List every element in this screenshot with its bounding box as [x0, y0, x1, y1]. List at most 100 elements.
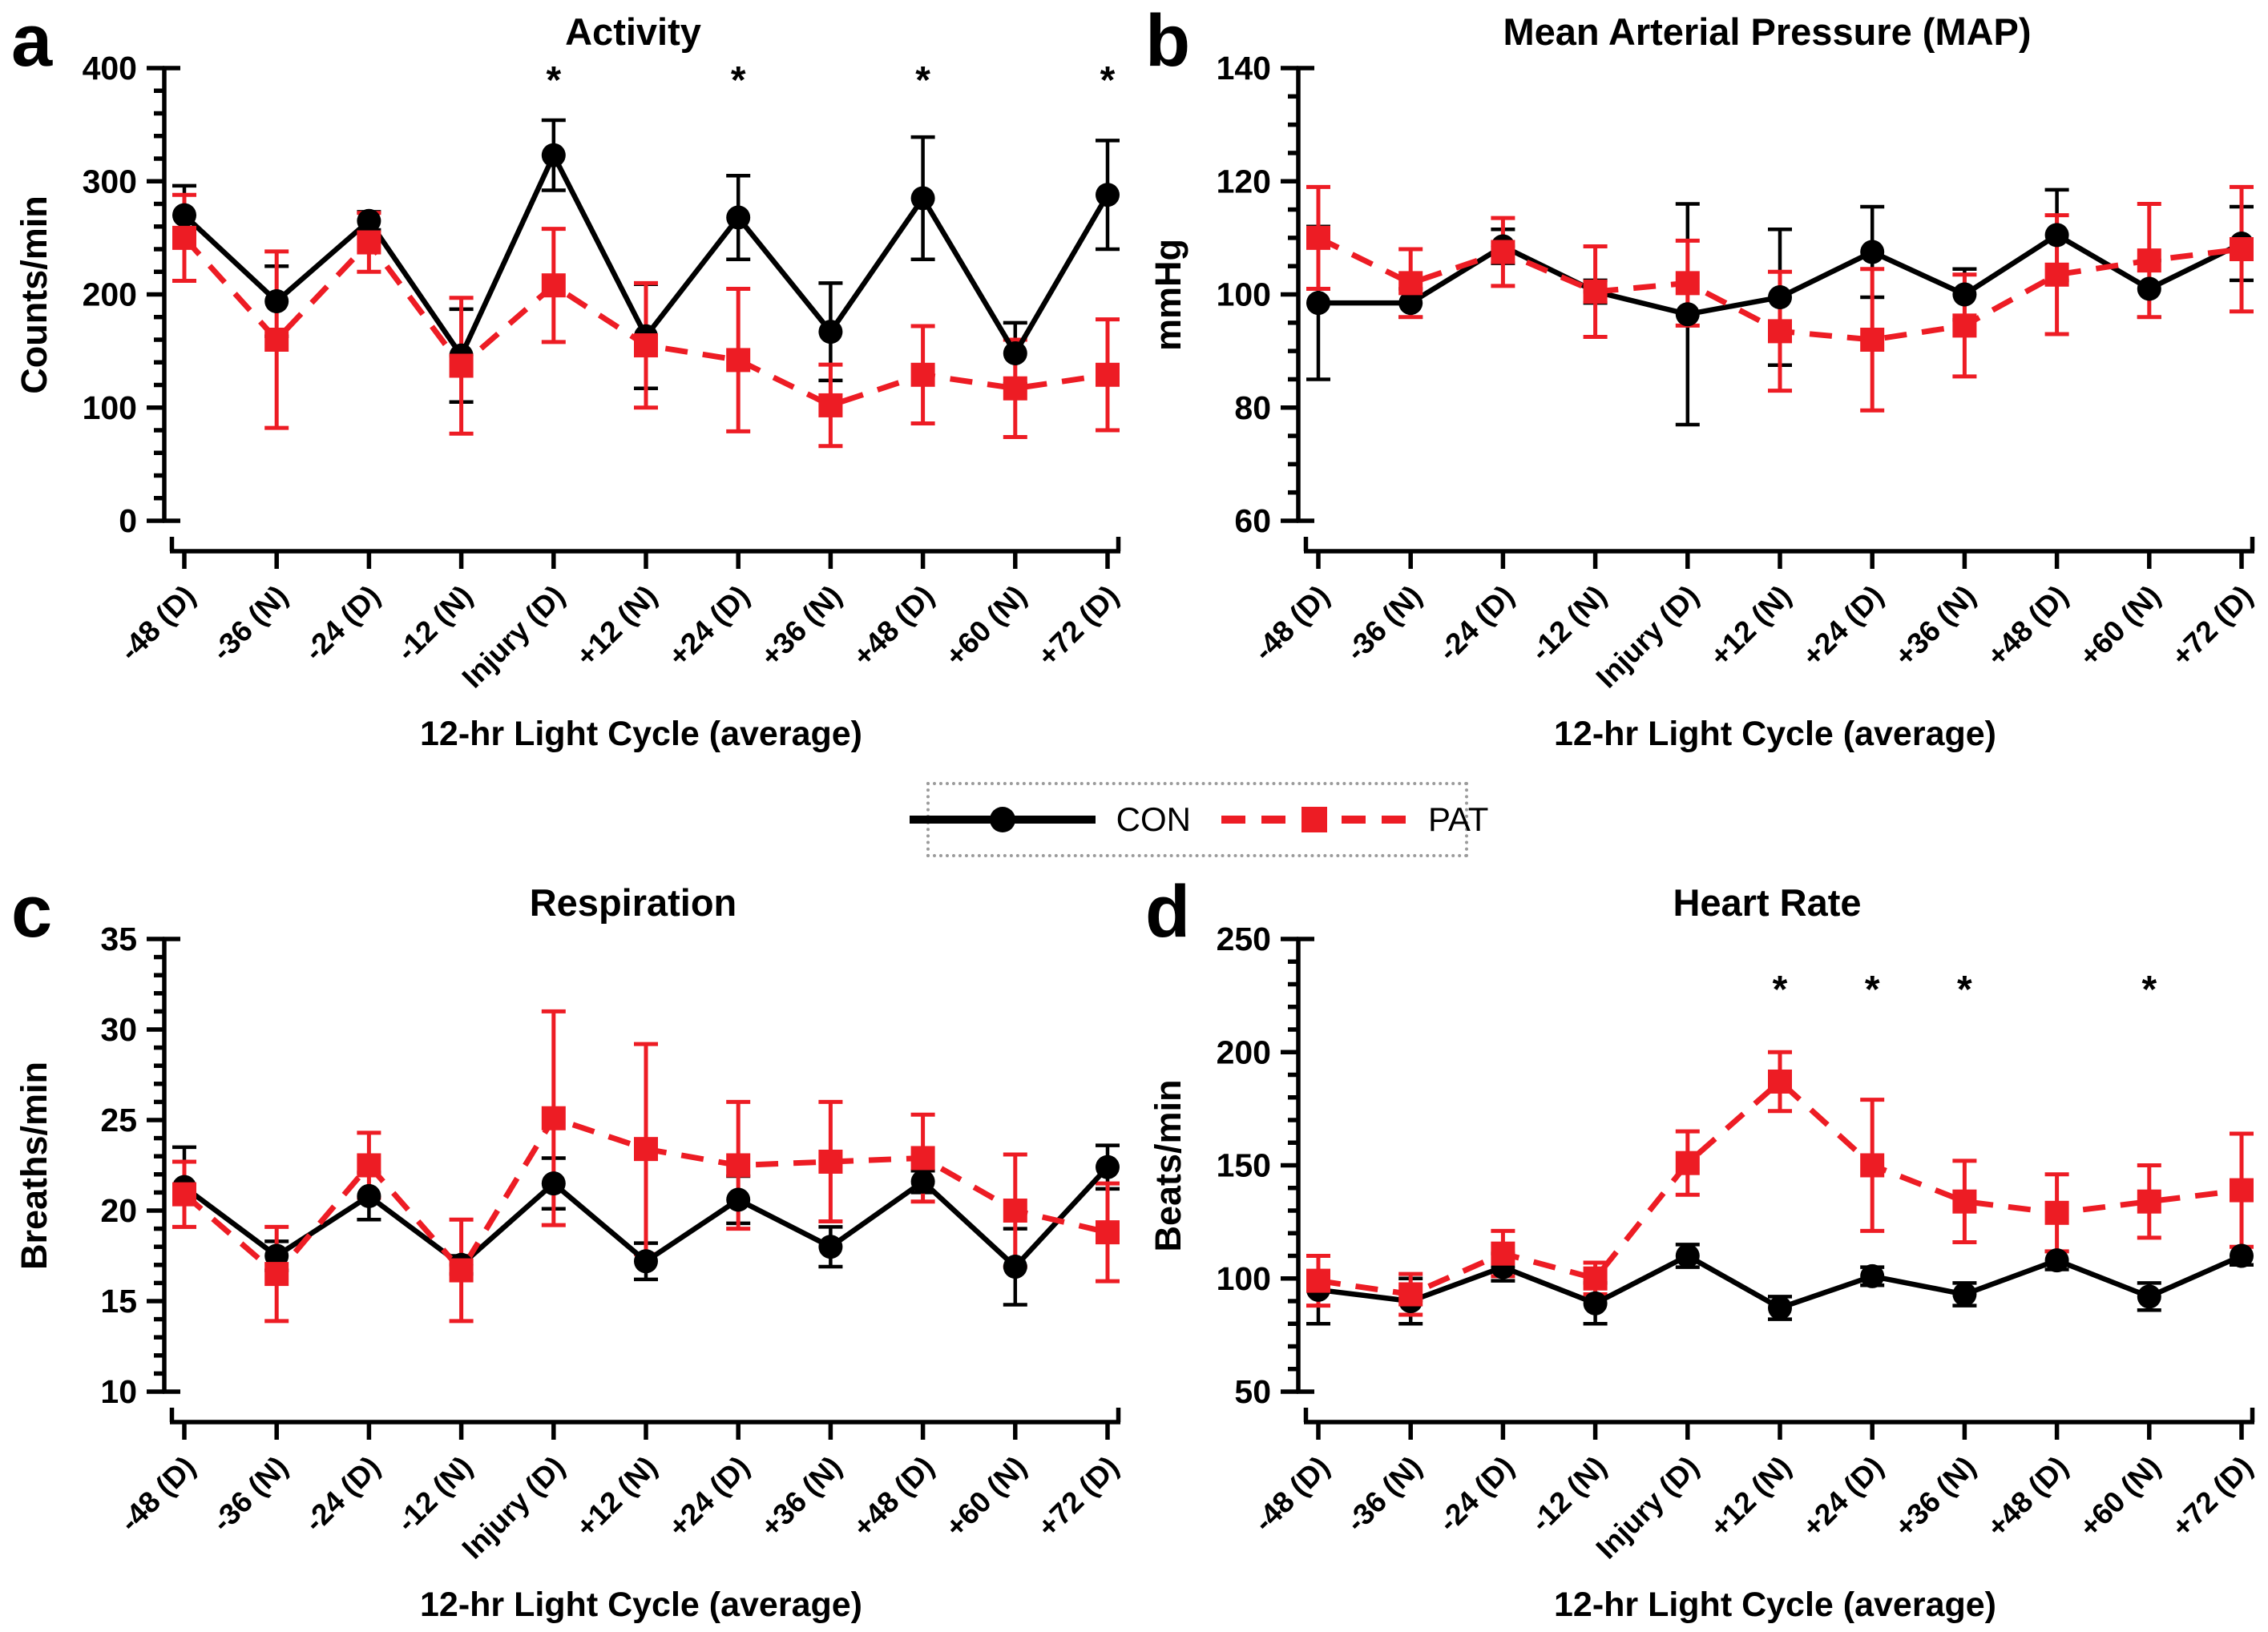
svg-text:+36 (N): +36 (N)	[1888, 579, 1982, 673]
svg-text:100: 100	[1217, 276, 1271, 313]
svg-text:+24 (D): +24 (D)	[1796, 579, 1890, 673]
svg-text:+60 (N): +60 (N)	[2072, 579, 2166, 673]
svg-text:250: 250	[1217, 921, 1271, 957]
respiration-chart: c Respiration Breaths/min 12-hr Light Cy…	[11, 871, 1125, 1624]
svg-text:-12 (N): -12 (N)	[1524, 1450, 1612, 1538]
svg-text:-36 (N): -36 (N)	[1339, 579, 1427, 667]
svg-text:-48 (D): -48 (D)	[1247, 579, 1335, 667]
svg-text:+60 (N): +60 (N)	[2072, 1450, 2166, 1544]
svg-text:+60 (N): +60 (N)	[938, 1450, 1032, 1544]
plot-area: 0 100 200 300 400 -48 (D) -36 (N) -24 (D) -12 (N…	[83, 50, 1125, 694]
panel-letter: c	[11, 871, 52, 953]
svg-text:-36 (N): -36 (N)	[205, 1450, 293, 1538]
plot-area: 60 80 100 120 140 -48 (D) -36 (N) -24 (D) -12 (N…	[1217, 50, 2259, 694]
svg-text:300: 300	[83, 163, 137, 199]
svg-text:+36 (N): +36 (N)	[754, 579, 848, 673]
panel-letter: a	[11, 0, 53, 82]
svg-text:+72 (D): +72 (D)	[1031, 1450, 1125, 1544]
svg-text:400: 400	[83, 50, 137, 87]
svg-text:100: 100	[1217, 1260, 1271, 1297]
svg-text:-24 (D): -24 (D)	[298, 1450, 386, 1538]
svg-text:140: 140	[1217, 50, 1271, 87]
panel-map: b Mean Arterial Pressure (MAP) mmHg 12-h…	[1134, 0, 2268, 761]
panel-respiration: c Respiration Breaths/min 12-hr Light Cy…	[0, 871, 1134, 1632]
svg-text:+36 (N): +36 (N)	[754, 1450, 848, 1544]
x-axis-label: 12-hr Light Cycle (average)	[1554, 1586, 1996, 1624]
panel-letter: b	[1145, 0, 1190, 82]
svg-text:Injury (D): Injury (D)	[456, 579, 571, 695]
plot-area: 50 100 150 200 250 -48 (D) -36 (N) -24 (D) -12 (…	[1217, 921, 2259, 1565]
svg-text:+12 (N): +12 (N)	[1704, 579, 1798, 673]
svg-text:120: 120	[1217, 163, 1271, 199]
pat-line-sample	[1221, 807, 1407, 832]
svg-text:-12 (N): -12 (N)	[390, 1450, 478, 1538]
x-axis-label: 12-hr Light Cycle (average)	[1554, 715, 1996, 753]
chart-title: Respiration	[530, 881, 737, 924]
svg-text:0: 0	[119, 502, 137, 539]
chart-title: Heart Rate	[1673, 881, 1861, 924]
svg-text:+60 (N): +60 (N)	[938, 579, 1032, 673]
panel-letter: d	[1145, 871, 1190, 953]
svg-text:+12 (N): +12 (N)	[570, 579, 664, 673]
svg-text:*: *	[1865, 969, 1880, 1011]
svg-text:+48 (D): +48 (D)	[846, 579, 940, 673]
svg-text:+24 (D): +24 (D)	[662, 1450, 756, 1544]
panel-activity: a Activity Counts/min 12-hr Light Cycle …	[0, 0, 1134, 761]
y-axis-label: Breaths/min	[14, 1062, 54, 1270]
svg-text:Injury (D): Injury (D)	[1590, 1450, 1705, 1566]
y-axis-label: mmHg	[1148, 239, 1188, 351]
svg-text:25: 25	[100, 1102, 137, 1138]
svg-text:-48 (D): -48 (D)	[113, 579, 201, 667]
svg-text:35: 35	[100, 921, 137, 957]
svg-text:-48 (D): -48 (D)	[113, 1450, 201, 1538]
svg-text:20: 20	[100, 1192, 137, 1229]
heart-rate-chart: d Heart Rate Beats/min 12-hr Light Cycle…	[1145, 871, 2259, 1624]
svg-text:50: 50	[1234, 1373, 1271, 1410]
svg-text:+72 (D): +72 (D)	[2165, 1450, 2259, 1544]
legend-label-con: CON	[1116, 800, 1191, 838]
svg-text:+72 (D): +72 (D)	[1031, 579, 1125, 673]
svg-text:*: *	[546, 59, 561, 102]
map-chart: b Mean Arterial Pressure (MAP) mmHg 12-h…	[1145, 0, 2259, 753]
svg-text:80: 80	[1234, 389, 1271, 426]
svg-text:200: 200	[83, 276, 137, 313]
svg-text:-24 (D): -24 (D)	[298, 579, 386, 667]
legend-item-pat: PAT	[1218, 800, 1488, 839]
legend-label-pat: PAT	[1427, 800, 1489, 838]
svg-text:200: 200	[1217, 1034, 1271, 1070]
svg-text:*: *	[1957, 969, 1972, 1011]
svg-text:Injury (D): Injury (D)	[456, 1450, 571, 1566]
chart-title: Mean Arterial Pressure (MAP)	[1503, 10, 2031, 53]
svg-text:-24 (D): -24 (D)	[1432, 1450, 1520, 1538]
svg-text:+48 (D): +48 (D)	[846, 1450, 940, 1544]
chart-title: Activity	[565, 10, 701, 53]
y-axis-label: Counts/min	[14, 195, 54, 393]
svg-text:*: *	[1100, 59, 1116, 102]
svg-text:*: *	[915, 59, 930, 102]
svg-text:-12 (N): -12 (N)	[1524, 579, 1612, 667]
legend-item-con: CON	[906, 800, 1191, 839]
svg-text:-12 (N): -12 (N)	[390, 579, 478, 667]
legend: CON PAT	[909, 782, 1488, 857]
svg-text:-24 (D): -24 (D)	[1432, 579, 1520, 667]
x-axis-label: 12-hr Light Cycle (average)	[420, 715, 862, 753]
svg-text:-36 (N): -36 (N)	[1339, 1450, 1427, 1538]
svg-text:30: 30	[100, 1011, 137, 1048]
svg-text:10: 10	[100, 1373, 137, 1410]
svg-text:150: 150	[1217, 1147, 1271, 1184]
svg-text:100: 100	[83, 389, 137, 426]
y-axis-label: Beats/min	[1148, 1079, 1188, 1251]
con-line-sample	[909, 807, 1096, 832]
panel-heart-rate: d Heart Rate Beats/min 12-hr Light Cycle…	[1134, 871, 2268, 1632]
svg-text:60: 60	[1234, 502, 1271, 539]
svg-text:-48 (D): -48 (D)	[1247, 1450, 1335, 1538]
svg-text:+48 (D): +48 (D)	[1980, 579, 2074, 673]
svg-text:+72 (D): +72 (D)	[2165, 579, 2259, 673]
x-axis-label: 12-hr Light Cycle (average)	[420, 1586, 862, 1624]
svg-text:+12 (N): +12 (N)	[570, 1450, 664, 1544]
svg-text:+24 (D): +24 (D)	[1796, 1450, 1890, 1544]
svg-text:+24 (D): +24 (D)	[662, 579, 756, 673]
svg-text:+36 (N): +36 (N)	[1888, 1450, 1982, 1544]
svg-text:15: 15	[100, 1283, 137, 1320]
svg-text:*: *	[731, 59, 746, 102]
